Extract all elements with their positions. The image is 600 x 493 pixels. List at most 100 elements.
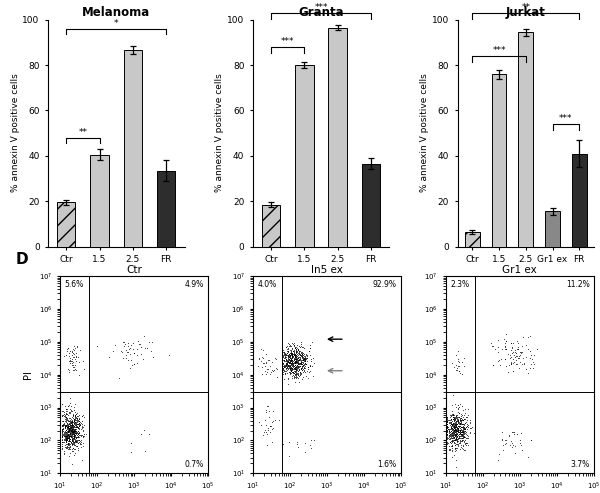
Point: [60, 413, 70, 421]
Point: [454, 425, 463, 433]
Point: [67, 434, 77, 442]
Point: [460, 437, 469, 445]
Point: [277, 347, 287, 354]
Point: [288, 371, 298, 379]
Point: [446, 418, 455, 426]
Point: [58, 424, 68, 432]
Point: [450, 421, 460, 428]
Point: [451, 426, 460, 434]
Point: [514, 352, 524, 360]
Point: [451, 426, 460, 434]
Point: [450, 446, 460, 454]
Point: [507, 443, 517, 451]
Point: [296, 340, 306, 348]
Point: [442, 425, 452, 433]
Point: [65, 348, 75, 355]
Point: [295, 362, 304, 370]
Point: [452, 437, 461, 445]
Point: [292, 363, 301, 371]
Point: [70, 419, 79, 427]
Point: [70, 422, 79, 429]
Point: [507, 439, 517, 447]
Point: [283, 356, 292, 364]
Text: 3.7%: 3.7%: [571, 460, 590, 469]
Point: [70, 430, 79, 438]
Point: [69, 432, 79, 440]
Point: [442, 423, 452, 431]
Point: [294, 348, 304, 355]
Point: [71, 429, 81, 437]
Point: [496, 355, 506, 363]
Point: [458, 428, 467, 436]
Point: [58, 444, 67, 452]
Point: [67, 423, 77, 431]
Point: [71, 433, 81, 441]
Point: [278, 364, 287, 372]
Point: [70, 412, 80, 420]
Point: [284, 352, 293, 359]
Point: [289, 356, 299, 364]
Point: [281, 361, 291, 369]
Point: [448, 431, 458, 439]
Point: [78, 432, 88, 440]
Point: [448, 437, 457, 445]
Text: 1.6%: 1.6%: [377, 460, 397, 469]
Point: [292, 366, 301, 374]
Point: [61, 422, 70, 429]
Point: [446, 430, 455, 438]
Point: [271, 354, 280, 362]
Point: [304, 368, 314, 376]
Point: [528, 364, 538, 372]
Point: [286, 355, 296, 363]
Point: [64, 420, 74, 428]
Point: [67, 427, 77, 435]
Point: [121, 346, 131, 354]
Point: [445, 438, 454, 446]
Point: [65, 425, 75, 433]
Point: [119, 338, 129, 346]
Point: [293, 360, 303, 368]
Point: [457, 428, 467, 436]
Point: [69, 433, 79, 441]
Point: [282, 359, 292, 367]
Point: [451, 425, 460, 433]
Point: [452, 424, 462, 432]
Point: [292, 366, 301, 374]
Point: [277, 435, 287, 443]
Point: [454, 367, 464, 375]
Point: [58, 438, 67, 446]
Point: [287, 375, 297, 383]
Point: [57, 426, 67, 434]
Point: [62, 407, 72, 415]
Point: [68, 440, 78, 448]
Point: [74, 419, 84, 426]
Point: [286, 357, 296, 365]
Point: [68, 410, 78, 418]
Point: [301, 368, 310, 376]
Point: [461, 434, 470, 442]
Point: [65, 354, 75, 362]
Point: [278, 351, 287, 359]
Point: [70, 412, 80, 420]
Point: [285, 356, 295, 364]
Point: [446, 415, 455, 423]
Point: [64, 426, 73, 434]
Point: [288, 365, 298, 373]
Point: [73, 432, 83, 440]
Point: [283, 351, 293, 359]
Point: [61, 432, 70, 440]
Point: [74, 431, 83, 439]
Point: [447, 436, 457, 444]
Point: [63, 437, 73, 445]
Point: [286, 355, 296, 363]
Point: [450, 426, 460, 434]
Point: [283, 355, 293, 363]
Point: [70, 432, 79, 440]
Point: [266, 368, 275, 376]
Point: [257, 345, 266, 353]
Point: [278, 366, 287, 374]
Point: [280, 357, 290, 365]
Point: [288, 369, 298, 377]
Point: [514, 344, 523, 352]
Point: [289, 360, 298, 368]
